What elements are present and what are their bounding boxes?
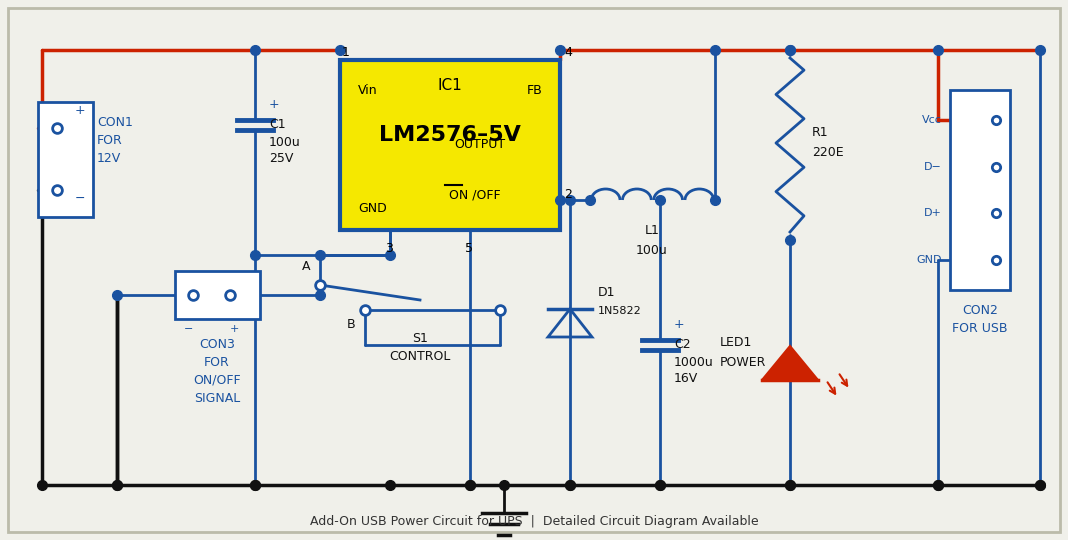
- Text: Add-On USB Power Circuit for UPS  |  Detailed Circuit Diagram Available: Add-On USB Power Circuit for UPS | Detai…: [310, 516, 758, 529]
- Text: FB: FB: [527, 84, 541, 97]
- Text: −: −: [75, 192, 85, 205]
- Text: +: +: [230, 324, 238, 334]
- Text: CON1: CON1: [97, 116, 132, 129]
- Text: CONTROL: CONTROL: [390, 350, 451, 363]
- Text: GND: GND: [358, 201, 387, 214]
- Text: D−: D−: [924, 162, 942, 172]
- Text: 3: 3: [384, 241, 393, 254]
- Text: FOR: FOR: [204, 355, 230, 368]
- Bar: [38, 102, 93, 217]
- Text: OUTPUT: OUTPUT: [455, 138, 505, 152]
- Text: LED1: LED1: [720, 336, 752, 349]
- Text: 100u: 100u: [637, 244, 668, 256]
- Text: GND: GND: [916, 255, 942, 265]
- Text: 220E: 220E: [812, 146, 844, 159]
- Text: ON/OFF: ON/OFF: [193, 374, 240, 387]
- Text: 100u: 100u: [269, 136, 301, 148]
- Text: 1N5822: 1N5822: [598, 306, 642, 316]
- Text: CON3: CON3: [199, 338, 235, 350]
- Text: SIGNAL: SIGNAL: [194, 392, 240, 404]
- Text: 4: 4: [564, 45, 571, 58]
- Text: 1000u: 1000u: [674, 355, 713, 368]
- Polygon shape: [761, 346, 818, 380]
- Text: IC1: IC1: [438, 78, 462, 92]
- Bar: [340, 60, 560, 230]
- Text: 16V: 16V: [674, 373, 698, 386]
- Text: D1: D1: [598, 287, 615, 300]
- Text: FOR USB: FOR USB: [953, 321, 1008, 334]
- Text: +: +: [75, 104, 85, 117]
- Text: +: +: [674, 318, 685, 330]
- Text: POWER: POWER: [720, 356, 767, 369]
- Text: 25V: 25V: [269, 152, 294, 165]
- Text: D+: D+: [924, 208, 942, 218]
- Text: C2: C2: [674, 339, 691, 352]
- Text: 2: 2: [564, 188, 571, 201]
- Text: C1: C1: [269, 118, 285, 132]
- Text: R1: R1: [812, 126, 829, 139]
- Text: CON2: CON2: [962, 303, 998, 316]
- Text: −: −: [185, 324, 193, 334]
- Text: LM2576–5V: LM2576–5V: [379, 125, 521, 145]
- Bar: [175, 271, 260, 319]
- Text: 5: 5: [465, 241, 473, 254]
- Text: FOR: FOR: [97, 133, 123, 146]
- Text: S1: S1: [412, 332, 428, 345]
- Text: L1: L1: [645, 224, 659, 237]
- Text: 12V: 12V: [97, 152, 122, 165]
- Text: 1: 1: [342, 45, 350, 58]
- Text: A: A: [302, 260, 311, 273]
- Text: Vin: Vin: [358, 84, 378, 97]
- Text: B: B: [347, 319, 356, 332]
- Text: ON /OFF: ON /OFF: [450, 188, 501, 201]
- Text: Vcc: Vcc: [922, 115, 942, 125]
- Text: +: +: [269, 98, 280, 111]
- Bar: [951, 90, 1010, 290]
